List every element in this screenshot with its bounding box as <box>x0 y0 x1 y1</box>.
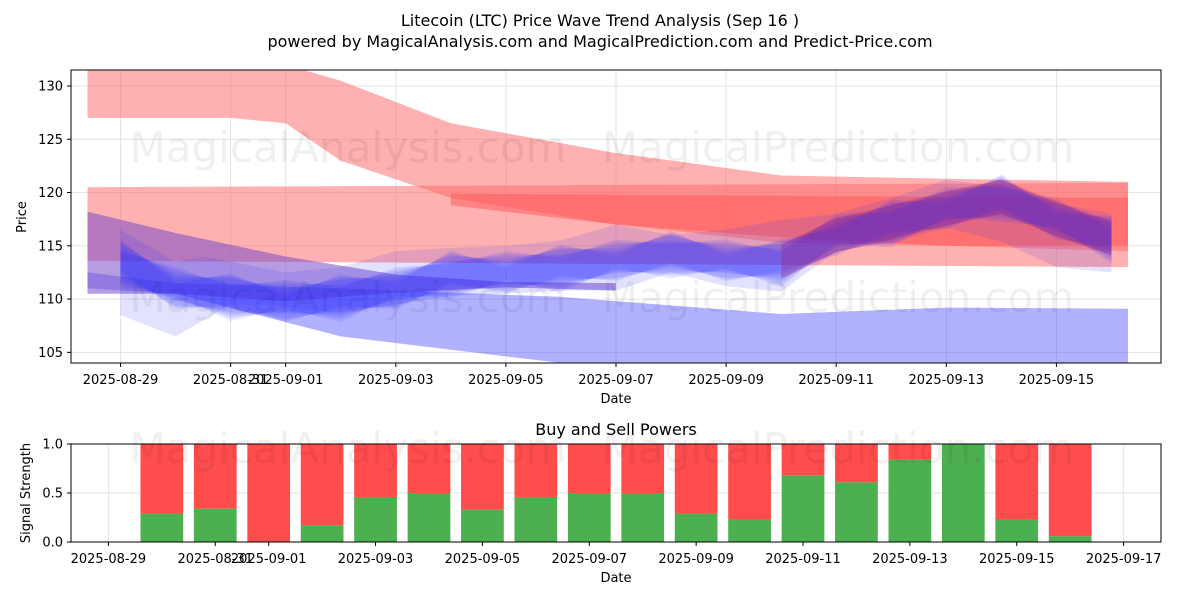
buy-bar <box>835 482 878 542</box>
buy-bar <box>728 519 771 542</box>
price-x-tick-label: 2025-09-03 <box>358 373 434 388</box>
blue-wave-strand <box>120 174 1112 323</box>
signal-x-tick-label: 2025-09-17 <box>1086 552 1162 567</box>
sell-bar <box>193 444 237 509</box>
blue-wave-strand <box>120 179 1112 314</box>
signal-x-tick-label: 2025-09-15 <box>979 552 1055 567</box>
blue-wave-band <box>120 179 1112 337</box>
chart-title: Litecoin (LTC) Price Wave Trend Analysis… <box>401 11 799 30</box>
price-x-tick-label: 2025-09-09 <box>688 373 764 388</box>
buy-bar <box>567 493 611 542</box>
signal-x-tick-label: 2025-09-05 <box>445 552 521 567</box>
buy-bar <box>354 497 397 542</box>
signal-y-tick-label: 0.5 <box>42 487 63 502</box>
price-y-tick-label: 115 <box>38 239 63 254</box>
watermark-analysis-signal: MagicalAnalysis.com <box>130 424 567 473</box>
signal-x-tick-label: 2025-09-07 <box>552 552 628 567</box>
buy-bar <box>514 497 558 542</box>
buy-bar <box>300 525 344 542</box>
price-x-tick-label: 2025-09-15 <box>1019 373 1095 388</box>
buy-bar <box>1048 536 1092 542</box>
blue-wave-strand <box>120 185 1112 320</box>
price-bands <box>87 70 1128 363</box>
signal-y-tick-label: 0.0 <box>42 536 63 551</box>
sell-bar <box>1048 444 1092 537</box>
sell-bar <box>407 444 451 493</box>
signal-x-tick-label: 2025-09-03 <box>338 552 414 567</box>
price-x-tick-label: 2025-09-07 <box>578 373 654 388</box>
price-x-label: Date <box>600 392 631 407</box>
buy-bar <box>140 513 184 542</box>
price-x-tick-label: 2025-09-13 <box>909 373 985 388</box>
signal-bars <box>140 444 1092 542</box>
sell-bar <box>674 444 718 514</box>
watermark-analysis-lower: MagicalAnalysis.com <box>130 273 567 322</box>
signal-x-tick-label: 2025-09-09 <box>658 552 734 567</box>
sell-bar <box>300 444 344 526</box>
blue-wave-strand <box>120 176 1112 319</box>
sell-bar <box>888 444 932 460</box>
price-x-tick-label: 2025-08-29 <box>83 373 159 388</box>
watermark-analysis: MagicalAnalysis.com <box>130 123 567 172</box>
sell-bar <box>621 444 665 493</box>
red-trend-fill <box>450 193 1128 246</box>
buy-bar <box>781 475 825 542</box>
chart-subtitle: powered by MagicalAnalysis.com and Magic… <box>267 32 932 51</box>
price-y-tick-label: 110 <box>38 293 63 308</box>
price-y-tick-label: 120 <box>38 186 63 201</box>
watermark-prediction: MagicalPrediction.com <box>602 123 1075 172</box>
sell-bar <box>140 444 184 514</box>
sell-bar <box>247 444 291 542</box>
watermark-prediction-signal: MagicalPrediction.com <box>602 424 1075 473</box>
sell-bar <box>514 444 558 498</box>
sell-bar <box>781 444 825 476</box>
price-x-tick-label: 2025-08-31 <box>193 373 269 388</box>
price-y-tick-label: 130 <box>38 79 63 94</box>
signal-x-tick-label: 2025-09-11 <box>765 552 841 567</box>
signal-y-label: Signal Strength <box>19 443 34 543</box>
blue-wave-strand <box>120 183 1112 318</box>
signal-x-tick-label: 2025-08-31 <box>177 552 253 567</box>
price-x-tick-label: 2025-09-11 <box>798 373 874 388</box>
signal-x-tick-label: 2025-09-13 <box>872 552 948 567</box>
signal-x-tick-label: 2025-09-01 <box>231 552 307 567</box>
sell-bar <box>728 444 771 520</box>
signal-x-label: Date <box>600 571 631 586</box>
price-x-tick-label: 2025-09-05 <box>468 373 544 388</box>
buy-bar <box>193 508 237 542</box>
red-flat-band <box>87 182 1128 268</box>
sell-bar <box>835 444 878 483</box>
watermark-prediction-lower: MagicalPrediction.com <box>602 273 1075 322</box>
purple-wave-band <box>87 211 616 302</box>
buy-bar <box>995 519 1039 542</box>
price-y-tick-label: 125 <box>38 133 63 148</box>
price-x-tick-label: 2025-09-01 <box>248 373 324 388</box>
blue-wave-strand <box>120 178 1112 317</box>
buy-bar <box>888 459 932 542</box>
sell-bar <box>354 444 397 498</box>
signal-axes: Buy and Sell Powers MagicalAnalysis.com … <box>19 420 1162 586</box>
buy-bar <box>621 493 665 542</box>
buy-bar <box>461 509 504 542</box>
purple-wave-overlap <box>781 179 1112 279</box>
buy-bar <box>941 444 985 542</box>
sell-bar <box>995 444 1039 520</box>
price-y-label: Price <box>15 201 30 233</box>
price-axes: MagicalAnalysis.com MagicalPrediction.co… <box>15 69 1162 407</box>
price-y-tick-label: 105 <box>38 346 63 361</box>
signal-y-tick-label: 1.0 <box>42 438 63 453</box>
buy-bar <box>407 493 451 542</box>
signal-title: Buy and Sell Powers <box>535 420 697 439</box>
sell-bar <box>461 444 504 510</box>
buy-bar <box>674 513 718 542</box>
signal-x-tick-label: 2025-08-29 <box>71 552 147 567</box>
sell-bar <box>567 444 611 493</box>
blue-wave-strand <box>120 187 1112 322</box>
